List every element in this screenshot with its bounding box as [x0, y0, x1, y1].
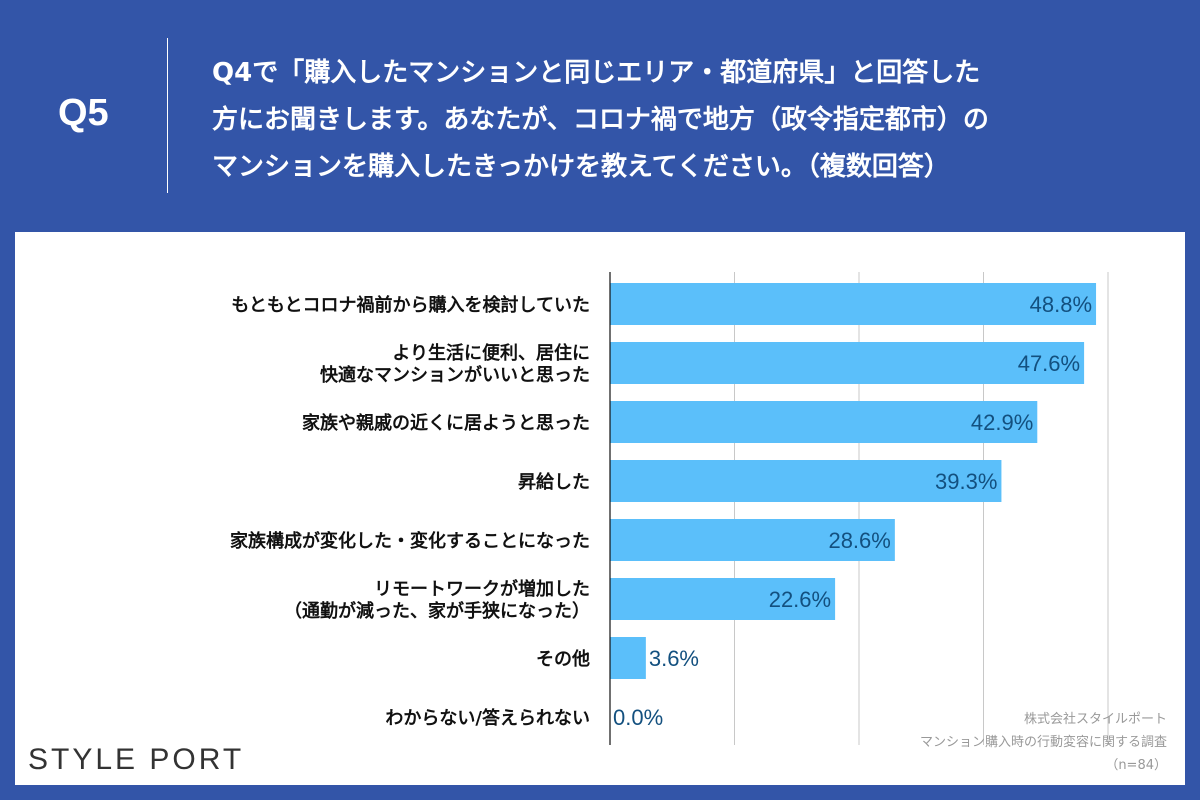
data-label: 3.6%	[649, 646, 699, 671]
source-company: 株式会社スタイルポート	[1023, 712, 1167, 727]
category-label: 家族や親戚の近くに居ようと思った	[302, 412, 590, 434]
bar	[610, 637, 646, 679]
bar	[610, 401, 1038, 443]
data-label: 47.6%	[1018, 351, 1080, 376]
data-label: 0.0%	[613, 705, 663, 730]
data-label: 48.8%	[1030, 292, 1092, 317]
source-note: 株式会社スタイルポート マンション購入時の行動変容に関する調査 （n=84）	[920, 708, 1167, 777]
bar	[610, 460, 1002, 502]
category-label: もともとコロナ禍前から購入を検討していた	[231, 294, 590, 316]
data-label: 22.6%	[769, 587, 831, 612]
data-label: 28.6%	[828, 528, 890, 553]
category-label: わからない/答えられない	[385, 707, 590, 729]
category-label: リモートワークが増加した（通勤が減った、家が手狭になった）	[284, 578, 590, 622]
bar	[610, 283, 1097, 325]
question-text: Q4で「購入したマンションと同じエリア・都道府県」と回答した 方にお聞きします。…	[212, 58, 989, 182]
sample-size: （n=84）	[1105, 758, 1167, 773]
question-number: Q5	[58, 92, 109, 134]
category-label: 家族構成が変化した・変化することになった	[230, 530, 590, 552]
data-label: 42.9%	[971, 410, 1033, 435]
category-label: より生活に便利、居住に快適なマンションがいいと思った	[320, 342, 590, 386]
bar	[610, 519, 895, 561]
bar	[610, 578, 836, 620]
data-label: 39.3%	[935, 469, 997, 494]
style-port-logo: STYLE PORT	[28, 743, 245, 776]
divider	[167, 38, 168, 193]
category-label: その他	[536, 648, 590, 670]
category-label: 昇給した	[518, 471, 590, 493]
bar	[610, 342, 1085, 384]
source-survey: マンション購入時の行動変容に関する調査	[919, 735, 1167, 750]
